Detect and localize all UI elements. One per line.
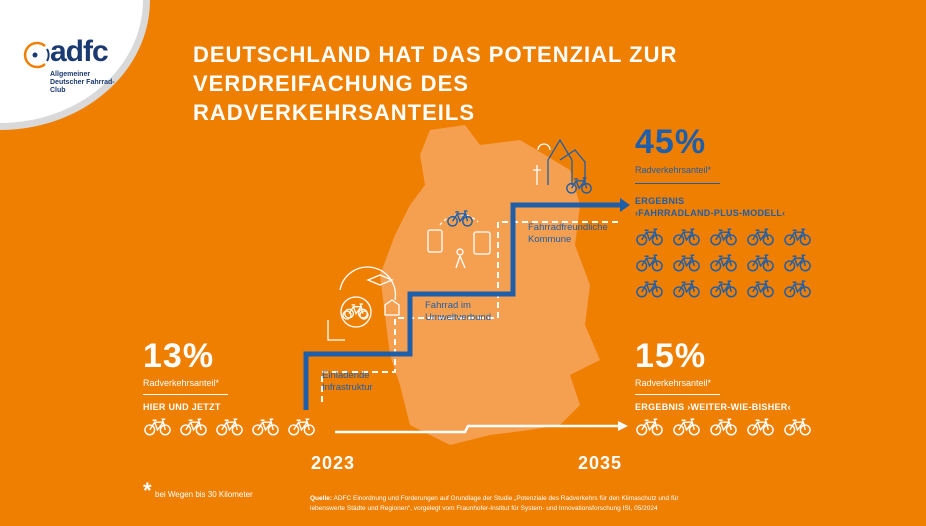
bike-icon bbox=[746, 418, 775, 436]
bike-icon bbox=[709, 228, 738, 246]
divider bbox=[635, 394, 720, 395]
bike-icon bbox=[746, 254, 775, 272]
current-share-value: 13% bbox=[143, 337, 215, 375]
title-line-1: DEUTSCHLAND HAT DAS POTENZIAL ZUR bbox=[193, 42, 678, 67]
dashed-path bbox=[321, 221, 618, 402]
divider bbox=[143, 394, 228, 395]
bike-row-current bbox=[143, 418, 316, 436]
bike-icon bbox=[709, 254, 738, 272]
plus-model-caption-1: ERGEBNIS bbox=[635, 196, 685, 206]
step-label-3: Fahrradfreundliche Kommune bbox=[528, 222, 608, 245]
title-line-2: VERDREIFACHUNG DES RADVERKEHRSANTEILS bbox=[193, 71, 476, 125]
logo-subtitle: Allgemeiner Deutscher Fahrrad-Club bbox=[50, 71, 115, 94]
bike-row-status-quo bbox=[635, 418, 812, 436]
divider bbox=[635, 183, 720, 184]
bike-icon bbox=[672, 228, 701, 246]
infrastructure-icon bbox=[327, 266, 400, 341]
status-quo-share-value: 15% bbox=[635, 337, 707, 375]
page-title: DEUTSCHLAND HAT DAS POTENZIAL ZUR VERDRE… bbox=[193, 40, 753, 127]
bike-icon-map-3 bbox=[566, 177, 592, 194]
plus-model-caption: ERGEBNIS ›FAHRRADLAND-PLUS-MODELL‹ bbox=[635, 195, 835, 219]
bike-icon bbox=[179, 418, 208, 436]
bike-icon bbox=[635, 254, 664, 272]
status-quo-share-label: Radverkehrsanteil* bbox=[635, 378, 712, 388]
bike-icon bbox=[783, 228, 812, 246]
year-start: 2023 bbox=[311, 453, 356, 473]
bike-icon bbox=[672, 254, 701, 272]
adfc-logo-mark bbox=[23, 41, 50, 69]
source-note: Quelle: ADFC Einordnung und Forderungen … bbox=[310, 494, 710, 514]
status-quo-caption: ERGEBNIS ›WEITER-WIE-BISHER‹ bbox=[635, 402, 791, 412]
bike-grid-plus-model bbox=[635, 228, 812, 298]
bike-icon bbox=[635, 280, 664, 298]
bike-icon bbox=[746, 280, 775, 298]
bike-icon bbox=[143, 418, 172, 436]
kommune-icon bbox=[533, 138, 586, 185]
arrow-head-top bbox=[620, 198, 630, 212]
step-label-1: Einladende Infrastruktur bbox=[322, 370, 373, 393]
bike-icon bbox=[783, 254, 812, 272]
bike-icon bbox=[709, 280, 738, 298]
year-end: 2035 bbox=[578, 453, 623, 473]
bike-icon bbox=[709, 418, 738, 436]
bike-icon bbox=[783, 280, 812, 298]
timeline-arrow bbox=[335, 424, 620, 434]
bike-icon bbox=[672, 280, 701, 298]
bike-icon bbox=[287, 418, 316, 436]
plus-model-share-label: Radverkehrsanteil* bbox=[635, 165, 712, 175]
source-label: Quelle: bbox=[310, 495, 333, 502]
progress-staircase-line bbox=[303, 202, 622, 410]
bike-icon bbox=[635, 418, 664, 436]
arrow-head-bottom bbox=[618, 421, 628, 431]
bike-icon bbox=[672, 418, 701, 436]
umweltverbund-icon bbox=[427, 213, 491, 269]
plus-model-share-value: 45% bbox=[635, 123, 707, 161]
bike-icon bbox=[251, 418, 280, 436]
logo-wordmark[interactable]: adfc bbox=[50, 35, 109, 68]
step-label-2: Fahrrad im Umweltverbund bbox=[425, 300, 491, 323]
current-caption: HIER UND JETZT bbox=[143, 402, 221, 412]
bike-icon bbox=[635, 228, 664, 246]
bike-icon bbox=[215, 418, 244, 436]
current-share-label: Radverkehrsanteil* bbox=[143, 378, 220, 388]
asterisk-icon: * bbox=[143, 478, 152, 503]
bike-icon bbox=[746, 228, 775, 246]
source-text: ADFC Einordnung und Forderungen auf Grun… bbox=[310, 495, 679, 512]
bike-icon-map-2 bbox=[447, 210, 473, 227]
bike-icon bbox=[783, 418, 812, 436]
plus-model-caption-2: ›FAHRRADLAND-PLUS-MODELL‹ bbox=[635, 208, 786, 218]
footnote: bei Wegen bis 30 Kilometer bbox=[155, 490, 253, 499]
